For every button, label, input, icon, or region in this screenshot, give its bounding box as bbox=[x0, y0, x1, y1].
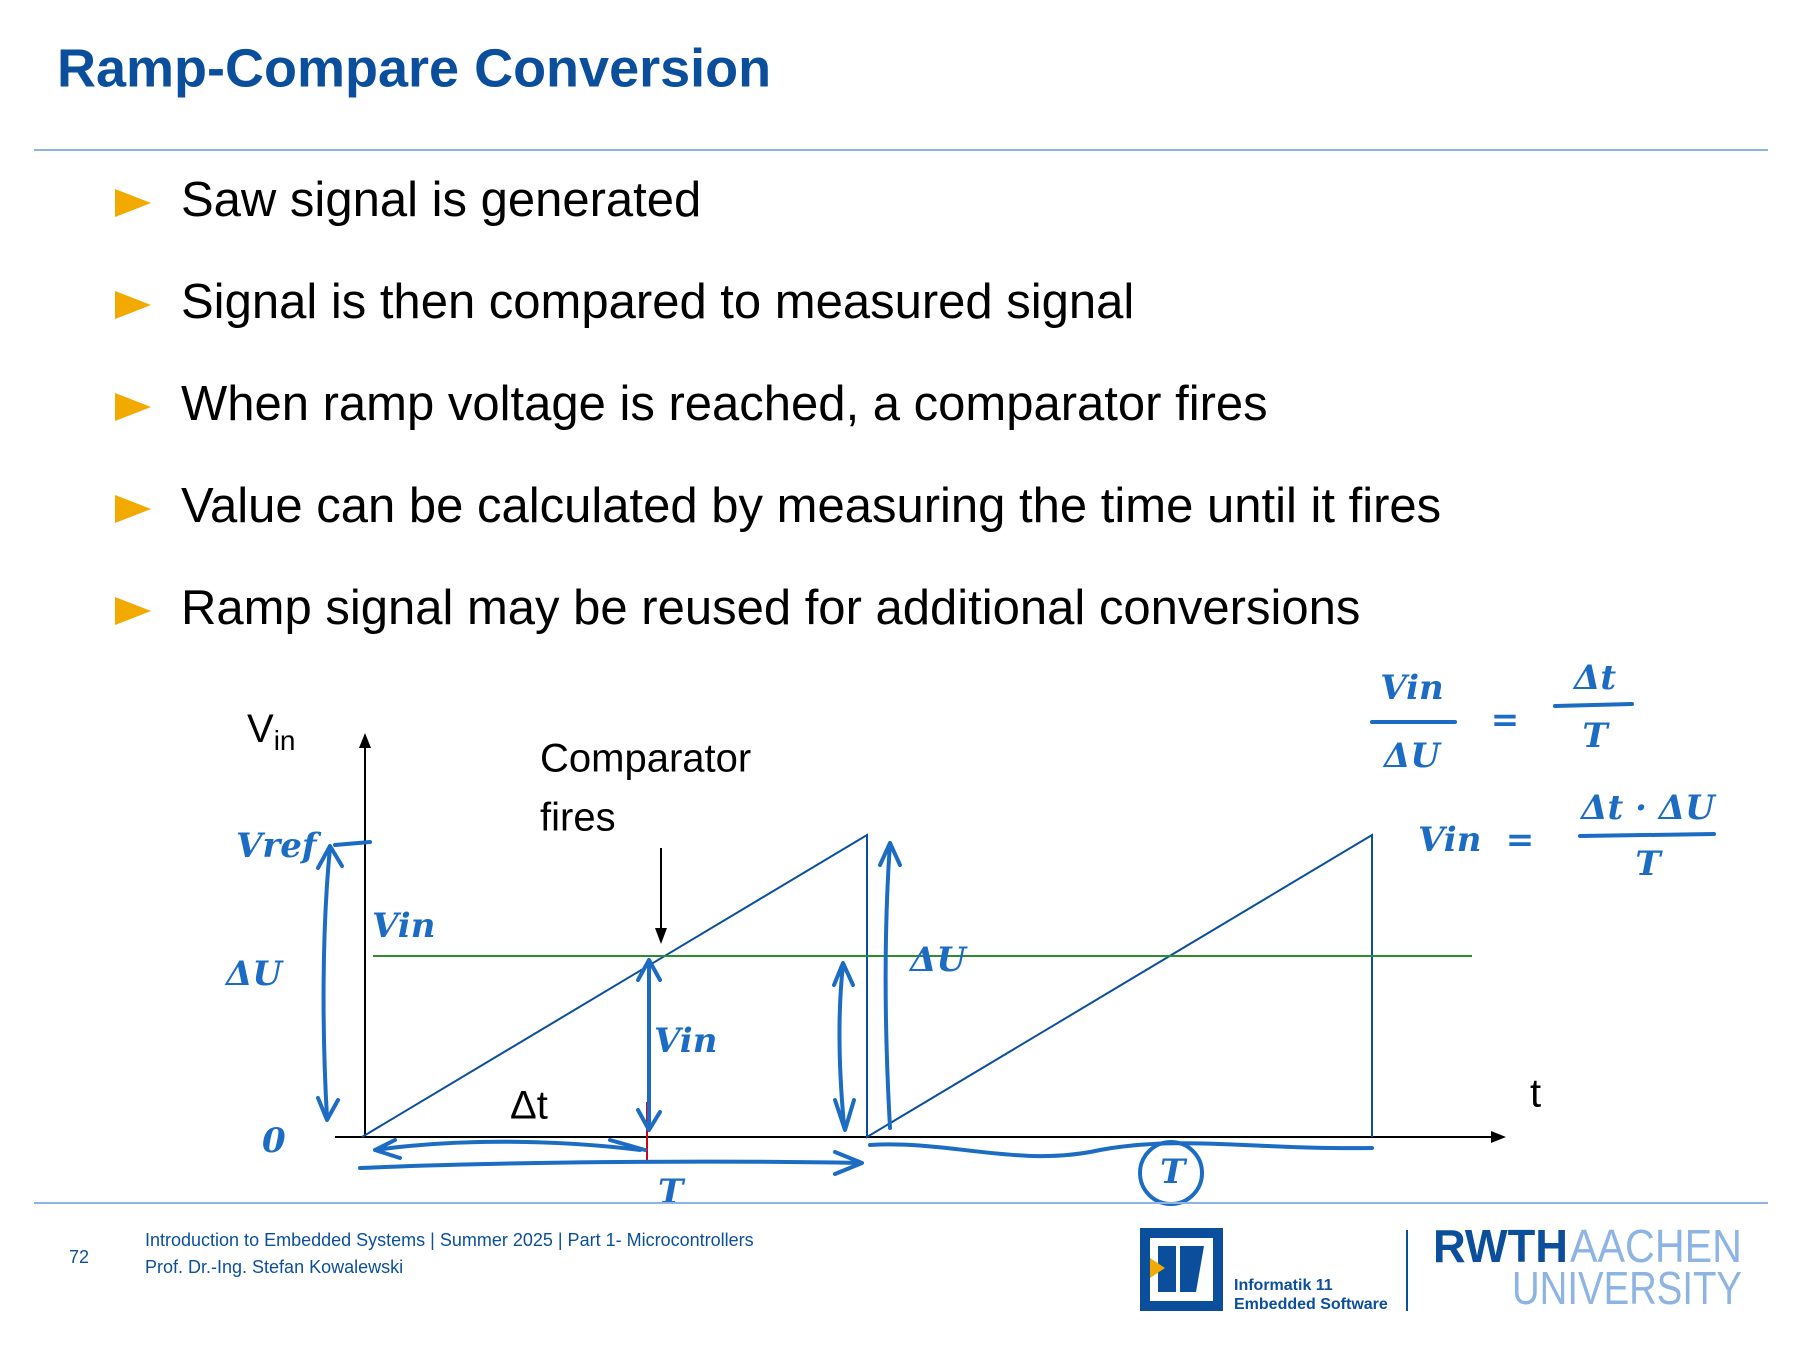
hand-arrow bbox=[832, 961, 856, 1132]
bullet-marker bbox=[115, 393, 151, 421]
hand-brace bbox=[373, 1138, 647, 1160]
hand-label: Vref bbox=[236, 826, 322, 866]
equation-part: Δt bbox=[1572, 658, 1616, 698]
fraction-bar bbox=[1553, 702, 1634, 708]
equation-part: Vin bbox=[1418, 820, 1481, 860]
hand-label: T bbox=[658, 1172, 686, 1212]
bullet-text: Saw signal is generated bbox=[181, 173, 701, 227]
logo-informatik: Informatik 11 Embedded Software bbox=[1140, 1228, 1388, 1313]
comparator-label: Comparator bbox=[540, 737, 751, 781]
bullet-marker bbox=[115, 189, 151, 217]
hand-label: ΔU bbox=[224, 954, 284, 994]
hand-arrow bbox=[636, 958, 662, 1132]
bullet-text: When ramp voltage is reached, a comparat… bbox=[181, 377, 1268, 431]
equation-part: T bbox=[1582, 716, 1610, 756]
equation-part: Δt · ΔU bbox=[1579, 788, 1717, 828]
x-axis-label: t bbox=[1530, 1072, 1541, 1116]
x-axis-arrow bbox=[1491, 1131, 1506, 1143]
y-axis-arrow bbox=[359, 733, 371, 748]
hand-arrow bbox=[878, 841, 902, 1130]
bullet-text: Signal is then compared to measured sign… bbox=[181, 275, 1134, 329]
hand-label: Vin bbox=[654, 1021, 717, 1061]
logo-text: AACHEN bbox=[1570, 1220, 1742, 1272]
comparator-arrowhead bbox=[655, 928, 667, 944]
comparator-label: fires bbox=[540, 796, 616, 840]
bullet-marker bbox=[115, 495, 151, 523]
equation-part: = bbox=[1506, 820, 1535, 860]
hand-brace bbox=[358, 1150, 864, 1176]
hand-label: Vin bbox=[372, 906, 435, 946]
hand-label: T bbox=[1160, 1152, 1188, 1192]
hand-label: ΔU bbox=[908, 940, 968, 980]
hand-arrow bbox=[316, 840, 372, 1122]
logo-text: Embedded Software bbox=[1234, 1296, 1388, 1313]
slide-title: Ramp-Compare Conversion bbox=[57, 38, 771, 98]
equation-part: Vin bbox=[1380, 668, 1443, 708]
bullet-text: Value can be calculated by measuring the… bbox=[181, 479, 1441, 533]
footer-author: Prof. Dr.-Ing. Stefan Kowalewski bbox=[145, 1257, 403, 1277]
delta-t-label: Δt bbox=[510, 1084, 548, 1128]
fraction-bar bbox=[1578, 832, 1716, 838]
diagram: Vin t Comparator fires Δt Vref ΔU 0 Vin … bbox=[224, 658, 1717, 1212]
equation-part: T bbox=[1635, 844, 1663, 884]
equation-part: ΔU bbox=[1382, 736, 1442, 776]
hand-brace bbox=[868, 1141, 1374, 1159]
footer-course: Introduction to Embedded Systems | Summe… bbox=[145, 1230, 754, 1250]
logo-rwth: RWTH AACHEN UNIVERSITY bbox=[1433, 1220, 1742, 1314]
bullet-marker bbox=[115, 597, 151, 625]
logo-text: UNIVERSITY bbox=[1512, 1262, 1742, 1314]
equation-part: = bbox=[1491, 700, 1520, 740]
logo-text: Informatik 11 bbox=[1234, 1277, 1333, 1294]
saw-signal bbox=[361, 833, 1373, 1139]
hand-label: 0 bbox=[262, 1121, 286, 1161]
page-number: 72 bbox=[69, 1247, 89, 1267]
logo-text: RWTH bbox=[1433, 1220, 1568, 1272]
bullet-list: Saw signal is generated Signal is then co… bbox=[115, 173, 1441, 635]
bullet-text: Ramp signal may be reused for additional… bbox=[181, 581, 1360, 635]
y-axis-label: Vin bbox=[247, 707, 295, 757]
bullet-marker bbox=[115, 291, 151, 319]
